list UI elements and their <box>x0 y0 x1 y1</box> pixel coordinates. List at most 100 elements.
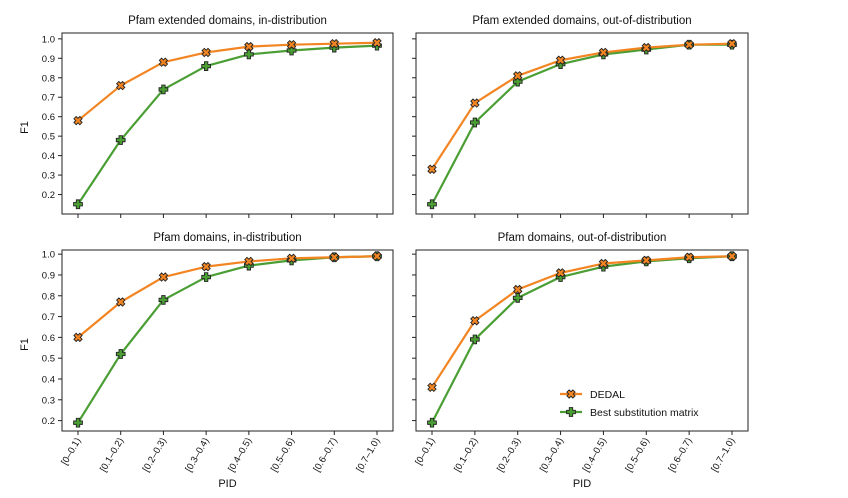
data-point-substitution-matrix <box>427 199 437 210</box>
y-tick-label: 0.9 <box>42 270 55 281</box>
series-line-dedal <box>431 255 733 388</box>
data-point-dedal <box>641 42 652 53</box>
data-point-dedal <box>372 251 382 261</box>
data-point-dedal <box>286 253 297 264</box>
data-point-dedal <box>329 252 340 263</box>
data-point-dedal <box>244 256 254 267</box>
x-tick-label: [0.1–0.2) <box>98 436 126 474</box>
chart-title: Pfam extended domains, in-distribution <box>128 15 327 27</box>
series-line-dedal <box>77 41 378 122</box>
data-point-dedal <box>727 251 737 261</box>
y-tick-label: 0.4 <box>42 151 55 162</box>
y-axis-label: F1 <box>19 121 31 134</box>
y-axis-label: F1 <box>19 338 31 351</box>
x-tick-label: [0.4–0.5) <box>581 436 609 474</box>
data-point-substitution-matrix <box>201 272 211 282</box>
series-line-dedal <box>77 255 378 339</box>
plot-frame <box>61 32 394 215</box>
chart-title: Pfam domains, out-of-distribution <box>498 232 667 244</box>
data-point-dedal <box>115 80 126 91</box>
chart-panel-1: Pfam extended domains, in-distribution 0.… <box>19 15 394 218</box>
chart-title: Pfam extended domains, out-of-distributi… <box>472 15 691 27</box>
data-point-dedal <box>158 57 169 67</box>
x-axis-label: PID <box>573 478 591 490</box>
x-tick-label: [0.6–0.7) <box>666 436 694 474</box>
x-tick-label: [0–0.1) <box>413 436 437 467</box>
data-point-substitution-matrix <box>470 117 480 128</box>
data-point-dedal <box>512 71 523 81</box>
chart-panel-2: Pfam extended domains, out-of-distributi… <box>412 15 749 218</box>
y-tick-label: 0.7 <box>42 93 55 104</box>
data-point-dedal <box>470 315 480 326</box>
data-point-dedal <box>115 297 126 307</box>
legend: DEDAL Best substitution matrix <box>560 389 699 419</box>
y-tick-label: 0.6 <box>42 333 55 344</box>
legend-label: DEDAL <box>590 389 625 401</box>
x-tick-label: [0.5–0.6) <box>269 436 297 474</box>
y-tick-label: 0.3 <box>42 171 55 182</box>
x-tick-label: [0.1–0.2) <box>452 436 480 474</box>
data-point-substitution-matrix <box>201 61 211 71</box>
data-point-substitution-matrix <box>244 49 254 60</box>
data-point-substitution-matrix <box>470 334 480 345</box>
data-point-dedal <box>512 284 523 295</box>
data-point-dedal <box>427 382 437 393</box>
y-tick-label: 0.3 <box>42 395 55 406</box>
y-tick-label: 1.0 <box>42 250 55 261</box>
data-point-dedal <box>727 38 737 49</box>
series-line-substitution-matrix <box>77 255 378 424</box>
x-tick-label: [0–0.1) <box>59 436 83 467</box>
data-point-substitution-matrix <box>158 295 169 305</box>
data-point-dedal <box>598 258 609 269</box>
data-point-dedal <box>684 39 694 50</box>
x-tick-label: [0.3–0.4) <box>183 436 211 474</box>
chart-panel-4: Pfam domains, out-of-distribution [0–0.1)… <box>412 232 749 490</box>
y-tick-label: 0.8 <box>42 291 55 302</box>
x-tick-label: [0.6–0.7) <box>312 436 340 474</box>
data-point-dedal <box>286 39 297 50</box>
plot-frame <box>61 249 394 432</box>
y-tick-label: 0.9 <box>42 54 55 65</box>
data-point-dedal <box>372 37 382 48</box>
x-tick-label: [0.7–1.0) <box>354 436 382 474</box>
series-line-dedal <box>431 42 733 170</box>
y-tick-label: 0.5 <box>42 354 55 365</box>
data-point-dedal <box>201 47 211 58</box>
data-point-dedal <box>73 332 83 343</box>
y-tick-label: 1.0 <box>42 34 55 45</box>
data-point-substitution-matrix <box>115 349 126 359</box>
data-point-substitution-matrix <box>512 293 523 303</box>
data-point-dedal <box>641 255 652 266</box>
x-tick-label: [0.4–0.5) <box>226 436 254 474</box>
legend-marker-dedal <box>566 389 576 399</box>
chart-title: Pfam domains, in-distribution <box>153 232 301 244</box>
x-axis-label: PID <box>218 478 236 490</box>
y-tick-label: 0.4 <box>42 374 55 385</box>
data-point-dedal <box>555 55 566 65</box>
data-point-dedal <box>201 261 211 272</box>
plot-frame <box>415 32 749 215</box>
y-tick-label: 0.2 <box>42 416 55 427</box>
x-tick-label: [0.3–0.4) <box>538 436 566 474</box>
chart-panel-3: Pfam domains, in-distribution 0.2 0.3 0.4 0.… <box>19 232 394 490</box>
data-point-dedal <box>684 252 694 263</box>
data-point-dedal <box>244 41 254 52</box>
data-point-dedal <box>555 268 566 278</box>
legend-marker-substitution-matrix <box>566 407 576 417</box>
series-line-substitution-matrix <box>77 44 378 205</box>
y-tick-label: 0.6 <box>42 112 55 123</box>
data-point-dedal <box>470 98 480 108</box>
data-point-dedal <box>73 115 83 126</box>
legend-label: Best substitution matrix <box>590 407 699 419</box>
y-tick-label: 0.7 <box>42 312 55 323</box>
data-point-dedal <box>427 164 437 174</box>
y-tick-label: 0.8 <box>42 73 55 84</box>
x-tick-label: [0.2–0.3) <box>495 436 523 474</box>
data-point-substitution-matrix <box>73 199 83 210</box>
data-point-substitution-matrix <box>115 135 126 145</box>
data-point-dedal <box>158 272 169 282</box>
data-point-dedal <box>598 47 609 58</box>
x-tick-label: [0.2–0.3) <box>141 436 169 474</box>
